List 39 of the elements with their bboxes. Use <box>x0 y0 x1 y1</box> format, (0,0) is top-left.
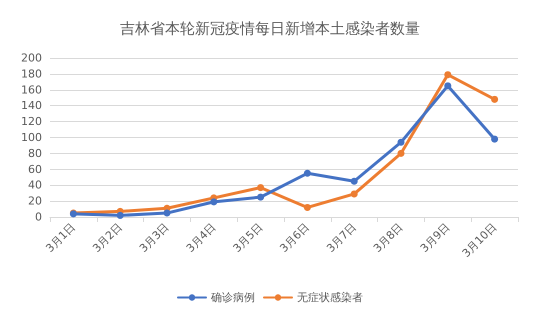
point <box>350 178 358 185</box>
point <box>304 204 311 211</box>
x-tick-label: 3月3日 <box>136 220 172 256</box>
y-tick-label: 160 <box>21 83 42 96</box>
y-tick-label: 80 <box>28 146 42 160</box>
y-tick-label: 180 <box>21 67 42 80</box>
point <box>164 210 170 217</box>
x-tick-label: 3月5日 <box>230 220 266 256</box>
y-tick-label: 60 <box>28 162 42 176</box>
y-tick-label: 200 <box>21 52 42 64</box>
y-tick-label: 100 <box>21 131 42 144</box>
x-tick-label: 3月10日 <box>460 220 500 260</box>
point <box>257 194 264 201</box>
chart-title: 吉林省本轮新冠疫情每日新增本土感染者数量 <box>120 20 420 38</box>
legend-label: 确诊病例 <box>210 291 255 304</box>
point <box>444 71 452 78</box>
x-tick-label: 3月8日 <box>370 220 406 256</box>
legend-label: 无症状感染者 <box>297 291 363 304</box>
point <box>350 190 358 198</box>
x-tick-label: 3月2日 <box>90 220 125 256</box>
x-tick-label: 3月1日 <box>43 220 78 256</box>
point <box>491 136 498 143</box>
point <box>210 198 218 206</box>
point <box>398 138 404 146</box>
point <box>116 212 124 219</box>
y-tick-label: 120 <box>21 115 42 128</box>
point <box>491 96 498 103</box>
point <box>398 150 404 157</box>
point <box>304 170 311 177</box>
point <box>257 184 264 192</box>
y-tick-label: 140 <box>21 99 42 112</box>
y-tick-label: 0 <box>35 210 42 224</box>
x-tick-label: 3月4日 <box>184 220 218 256</box>
x-tick-label: 3月6日 <box>277 220 312 256</box>
y-tick-label: 40 <box>28 178 42 192</box>
y-tick-label: 20 <box>28 194 42 208</box>
point <box>444 82 452 90</box>
x-tick-label: 3月7日 <box>324 220 359 256</box>
x-tick-label: 3月9日 <box>418 220 452 256</box>
